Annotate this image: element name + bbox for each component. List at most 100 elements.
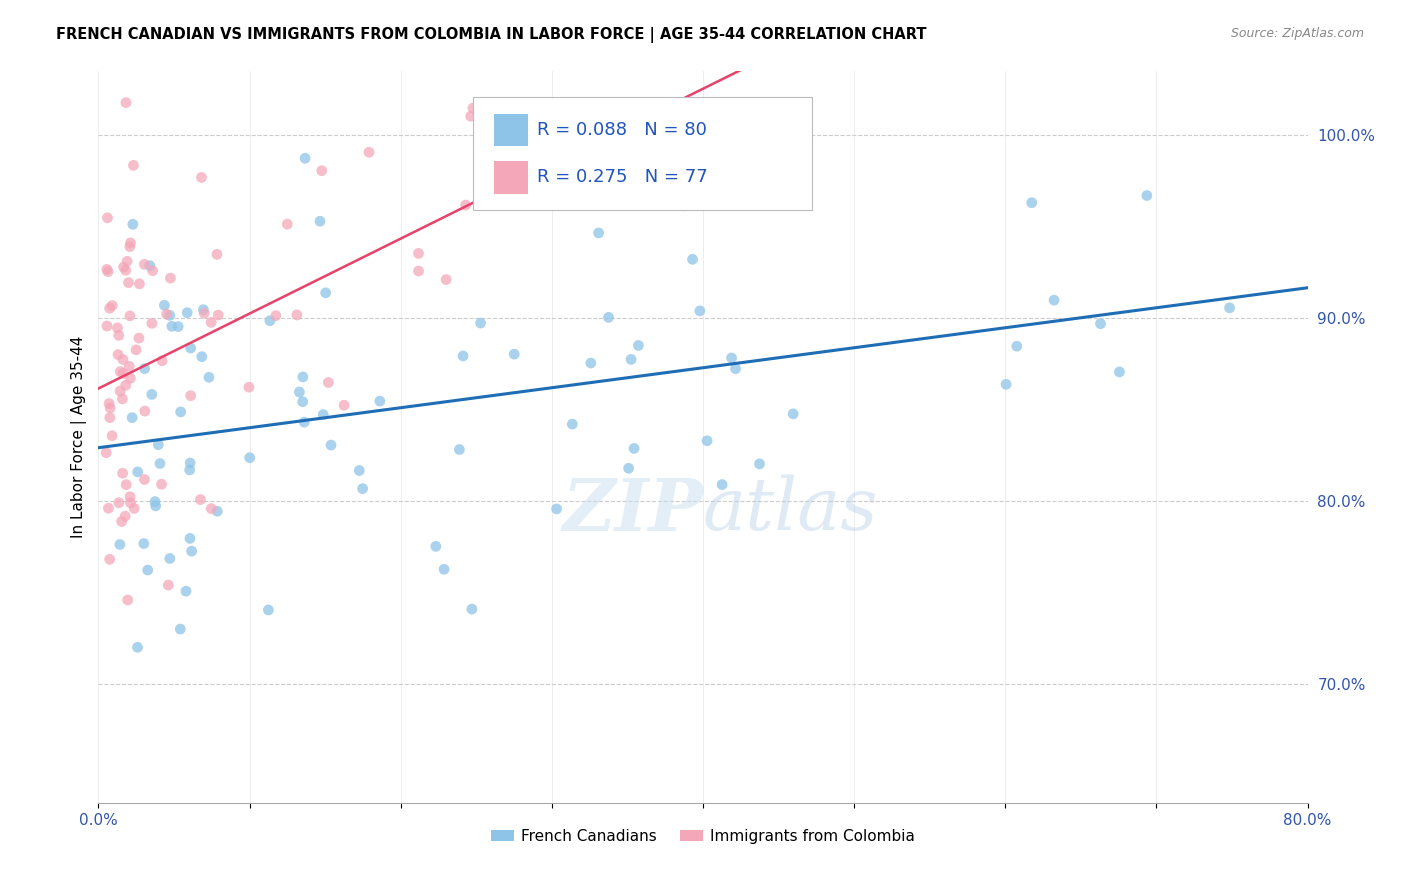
Point xyxy=(179,532,201,546)
Point xyxy=(111,392,134,406)
Point xyxy=(207,504,229,518)
Point xyxy=(117,276,139,290)
Point xyxy=(139,259,162,273)
Point xyxy=(136,563,159,577)
Point xyxy=(454,198,477,212)
Point xyxy=(264,309,287,323)
Point xyxy=(107,321,129,335)
Point xyxy=(546,502,568,516)
Text: atlas: atlas xyxy=(703,475,879,546)
Point xyxy=(1021,195,1043,210)
Point xyxy=(200,315,222,329)
Point xyxy=(579,356,602,370)
Point xyxy=(114,378,136,392)
Point xyxy=(160,319,183,334)
Point xyxy=(357,145,380,160)
Point xyxy=(620,352,643,367)
Point xyxy=(101,299,124,313)
Point xyxy=(333,398,356,412)
Point xyxy=(588,226,610,240)
Point xyxy=(127,465,149,479)
Point xyxy=(711,477,734,491)
Bar xyxy=(494,114,527,146)
Point xyxy=(312,408,335,422)
Point xyxy=(425,540,447,554)
Point xyxy=(503,347,526,361)
Point xyxy=(115,254,138,268)
Point xyxy=(598,310,620,325)
Point xyxy=(120,371,142,385)
Point xyxy=(193,306,215,320)
Point xyxy=(132,536,155,550)
Point xyxy=(156,307,179,321)
Point xyxy=(169,622,191,636)
Point xyxy=(111,467,134,481)
Point xyxy=(120,490,142,504)
Point xyxy=(318,376,340,390)
Point xyxy=(617,461,640,475)
Point xyxy=(561,417,583,431)
Point xyxy=(141,387,163,401)
Point xyxy=(111,515,134,529)
Point xyxy=(627,338,650,352)
Point xyxy=(110,365,132,379)
Point xyxy=(125,343,148,357)
Point xyxy=(96,262,118,277)
Point xyxy=(128,277,150,291)
Point xyxy=(368,394,391,409)
Point xyxy=(101,429,124,443)
Point xyxy=(748,457,770,471)
Point xyxy=(115,95,138,110)
Point xyxy=(128,331,150,345)
Point xyxy=(134,257,156,271)
Point xyxy=(239,450,262,465)
Point xyxy=(180,544,202,558)
Point xyxy=(112,367,135,381)
Point xyxy=(115,477,138,491)
Point xyxy=(150,477,173,491)
Point xyxy=(108,384,131,398)
Point xyxy=(134,404,156,418)
Point xyxy=(724,361,747,376)
Point xyxy=(315,285,337,300)
Point xyxy=(451,349,474,363)
Point xyxy=(96,319,118,334)
Point xyxy=(352,482,374,496)
Point xyxy=(433,562,456,576)
Point xyxy=(121,410,143,425)
Point xyxy=(461,602,484,616)
Point xyxy=(720,351,742,365)
Point xyxy=(198,370,221,384)
Point xyxy=(114,263,136,277)
Point xyxy=(108,496,131,510)
Point xyxy=(309,214,332,228)
Point xyxy=(117,593,139,607)
Point xyxy=(159,309,181,323)
Point xyxy=(134,361,156,376)
Point xyxy=(108,537,131,551)
Point xyxy=(190,492,212,507)
Point xyxy=(111,352,134,367)
Point xyxy=(207,308,229,322)
Point xyxy=(107,328,129,343)
Point xyxy=(291,394,314,409)
Point xyxy=(145,499,167,513)
Point xyxy=(995,377,1018,392)
Y-axis label: In Labor Force | Age 35-44: In Labor Force | Age 35-44 xyxy=(72,336,87,538)
Point xyxy=(311,163,333,178)
Point xyxy=(153,298,176,312)
Point xyxy=(449,442,471,457)
Point xyxy=(190,170,212,185)
Point xyxy=(257,603,280,617)
Point xyxy=(157,578,180,592)
Point xyxy=(180,389,202,403)
Point xyxy=(696,434,718,448)
Point xyxy=(276,217,298,231)
Point xyxy=(98,301,121,316)
Bar xyxy=(494,161,527,194)
Text: R = 0.275   N = 77: R = 0.275 N = 77 xyxy=(537,169,709,186)
Point xyxy=(349,463,371,477)
Point xyxy=(205,247,228,261)
Point xyxy=(142,263,165,277)
Point xyxy=(122,501,145,516)
